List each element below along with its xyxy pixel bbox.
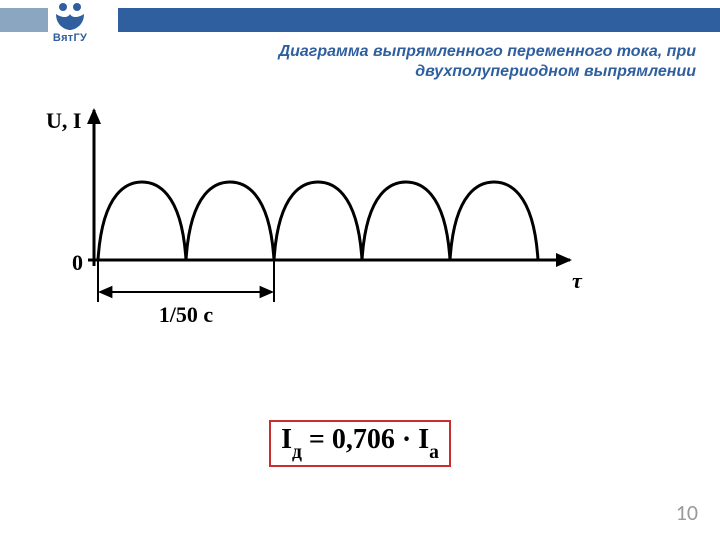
logo-icon	[52, 2, 88, 32]
svg-text:0: 0	[72, 250, 83, 275]
rectified-current-diagram: U, I 0 τ 1/50 с	[30, 100, 590, 335]
header-bar-left	[0, 8, 48, 32]
page-title: Диаграмма выпрямленного переменного тока…	[226, 42, 696, 82]
formula-rhs-sub: a	[429, 442, 439, 463]
formula-lhs-sub: д	[292, 442, 302, 463]
diagram-svg: U, I 0 τ 1/50 с	[30, 100, 590, 330]
header-bar	[0, 8, 720, 32]
svg-text:U, I: U, I	[46, 108, 81, 133]
logo: ВятГУ	[52, 2, 88, 44]
header-bar-main	[118, 8, 720, 32]
formula-eq: = 0,706 ·	[302, 424, 418, 455]
svg-text:τ: τ	[572, 268, 583, 293]
formula-rhs-symbol: I	[418, 424, 429, 455]
page-number: 10	[676, 499, 698, 526]
svg-text:1/50 с: 1/50 с	[159, 302, 214, 327]
formula-container: Iд = 0,706 · Ia	[0, 420, 720, 467]
logo-text: ВятГУ	[52, 33, 88, 44]
formula-lhs-symbol: I	[281, 424, 292, 455]
formula: Iд = 0,706 · Ia	[269, 420, 451, 467]
